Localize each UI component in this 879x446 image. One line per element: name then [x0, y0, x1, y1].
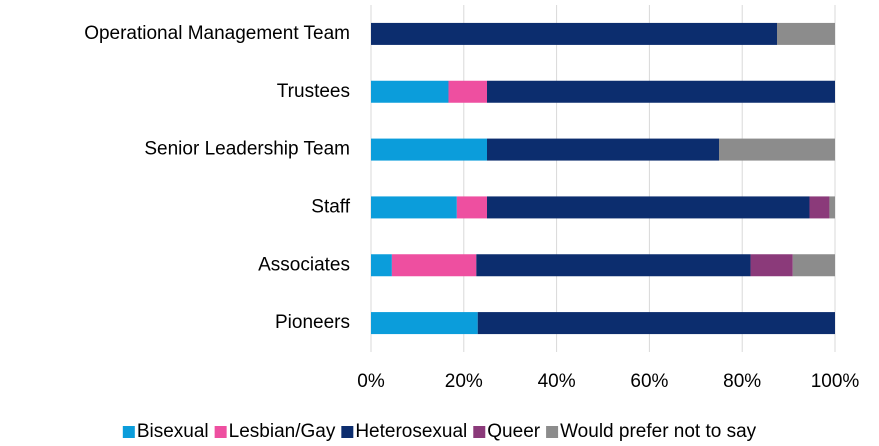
y-tick-label: Associates	[258, 254, 350, 275]
y-tick-label: Staff	[311, 196, 350, 217]
x-tick-label: 40%	[538, 371, 576, 392]
legend-swatch	[546, 426, 559, 438]
legend-label: Would prefer not to say	[560, 421, 757, 442]
bar-segment	[829, 196, 835, 219]
bar-segment	[371, 196, 457, 219]
x-tick-label: 0%	[357, 371, 385, 392]
legend-label: Bisexual	[137, 421, 209, 442]
x-tick-label: 100%	[811, 371, 860, 392]
bar-segment	[391, 254, 477, 277]
y-tick-label: Operational Management Team	[84, 23, 350, 44]
bar-segment	[371, 312, 478, 335]
bar-segment	[777, 22, 835, 45]
legend-swatch	[122, 426, 135, 438]
bar-segment	[477, 312, 835, 335]
bar-segment	[371, 22, 777, 45]
legend-label: Queer	[487, 421, 540, 442]
bar-segment	[448, 80, 487, 103]
y-tick-label: Senior Leadership Team	[144, 139, 350, 160]
x-tick-label: 80%	[723, 371, 761, 392]
x-tick-label: 20%	[445, 371, 483, 392]
legend-swatch	[341, 426, 354, 438]
bar-segment	[792, 254, 835, 277]
x-tick-label: 60%	[630, 371, 668, 392]
bar-segment	[487, 80, 835, 103]
bar-segment	[487, 196, 810, 219]
legend-label: Heterosexual	[355, 421, 467, 442]
bar-segment	[809, 196, 830, 219]
bar-segment	[476, 254, 751, 277]
bar-segment	[456, 196, 487, 219]
y-tick-label: Trustees	[277, 81, 350, 102]
legend-label: Lesbian/Gay	[229, 421, 336, 442]
y-tick-label: Pioneers	[275, 312, 350, 333]
bar-segment	[487, 138, 719, 161]
bar-segment	[719, 138, 835, 161]
legend-swatch	[473, 426, 486, 438]
legend-swatch	[214, 426, 227, 438]
bar-segment	[371, 80, 449, 103]
bar-segment	[371, 138, 487, 161]
bar-segment	[750, 254, 793, 277]
bar-segment	[371, 254, 392, 277]
